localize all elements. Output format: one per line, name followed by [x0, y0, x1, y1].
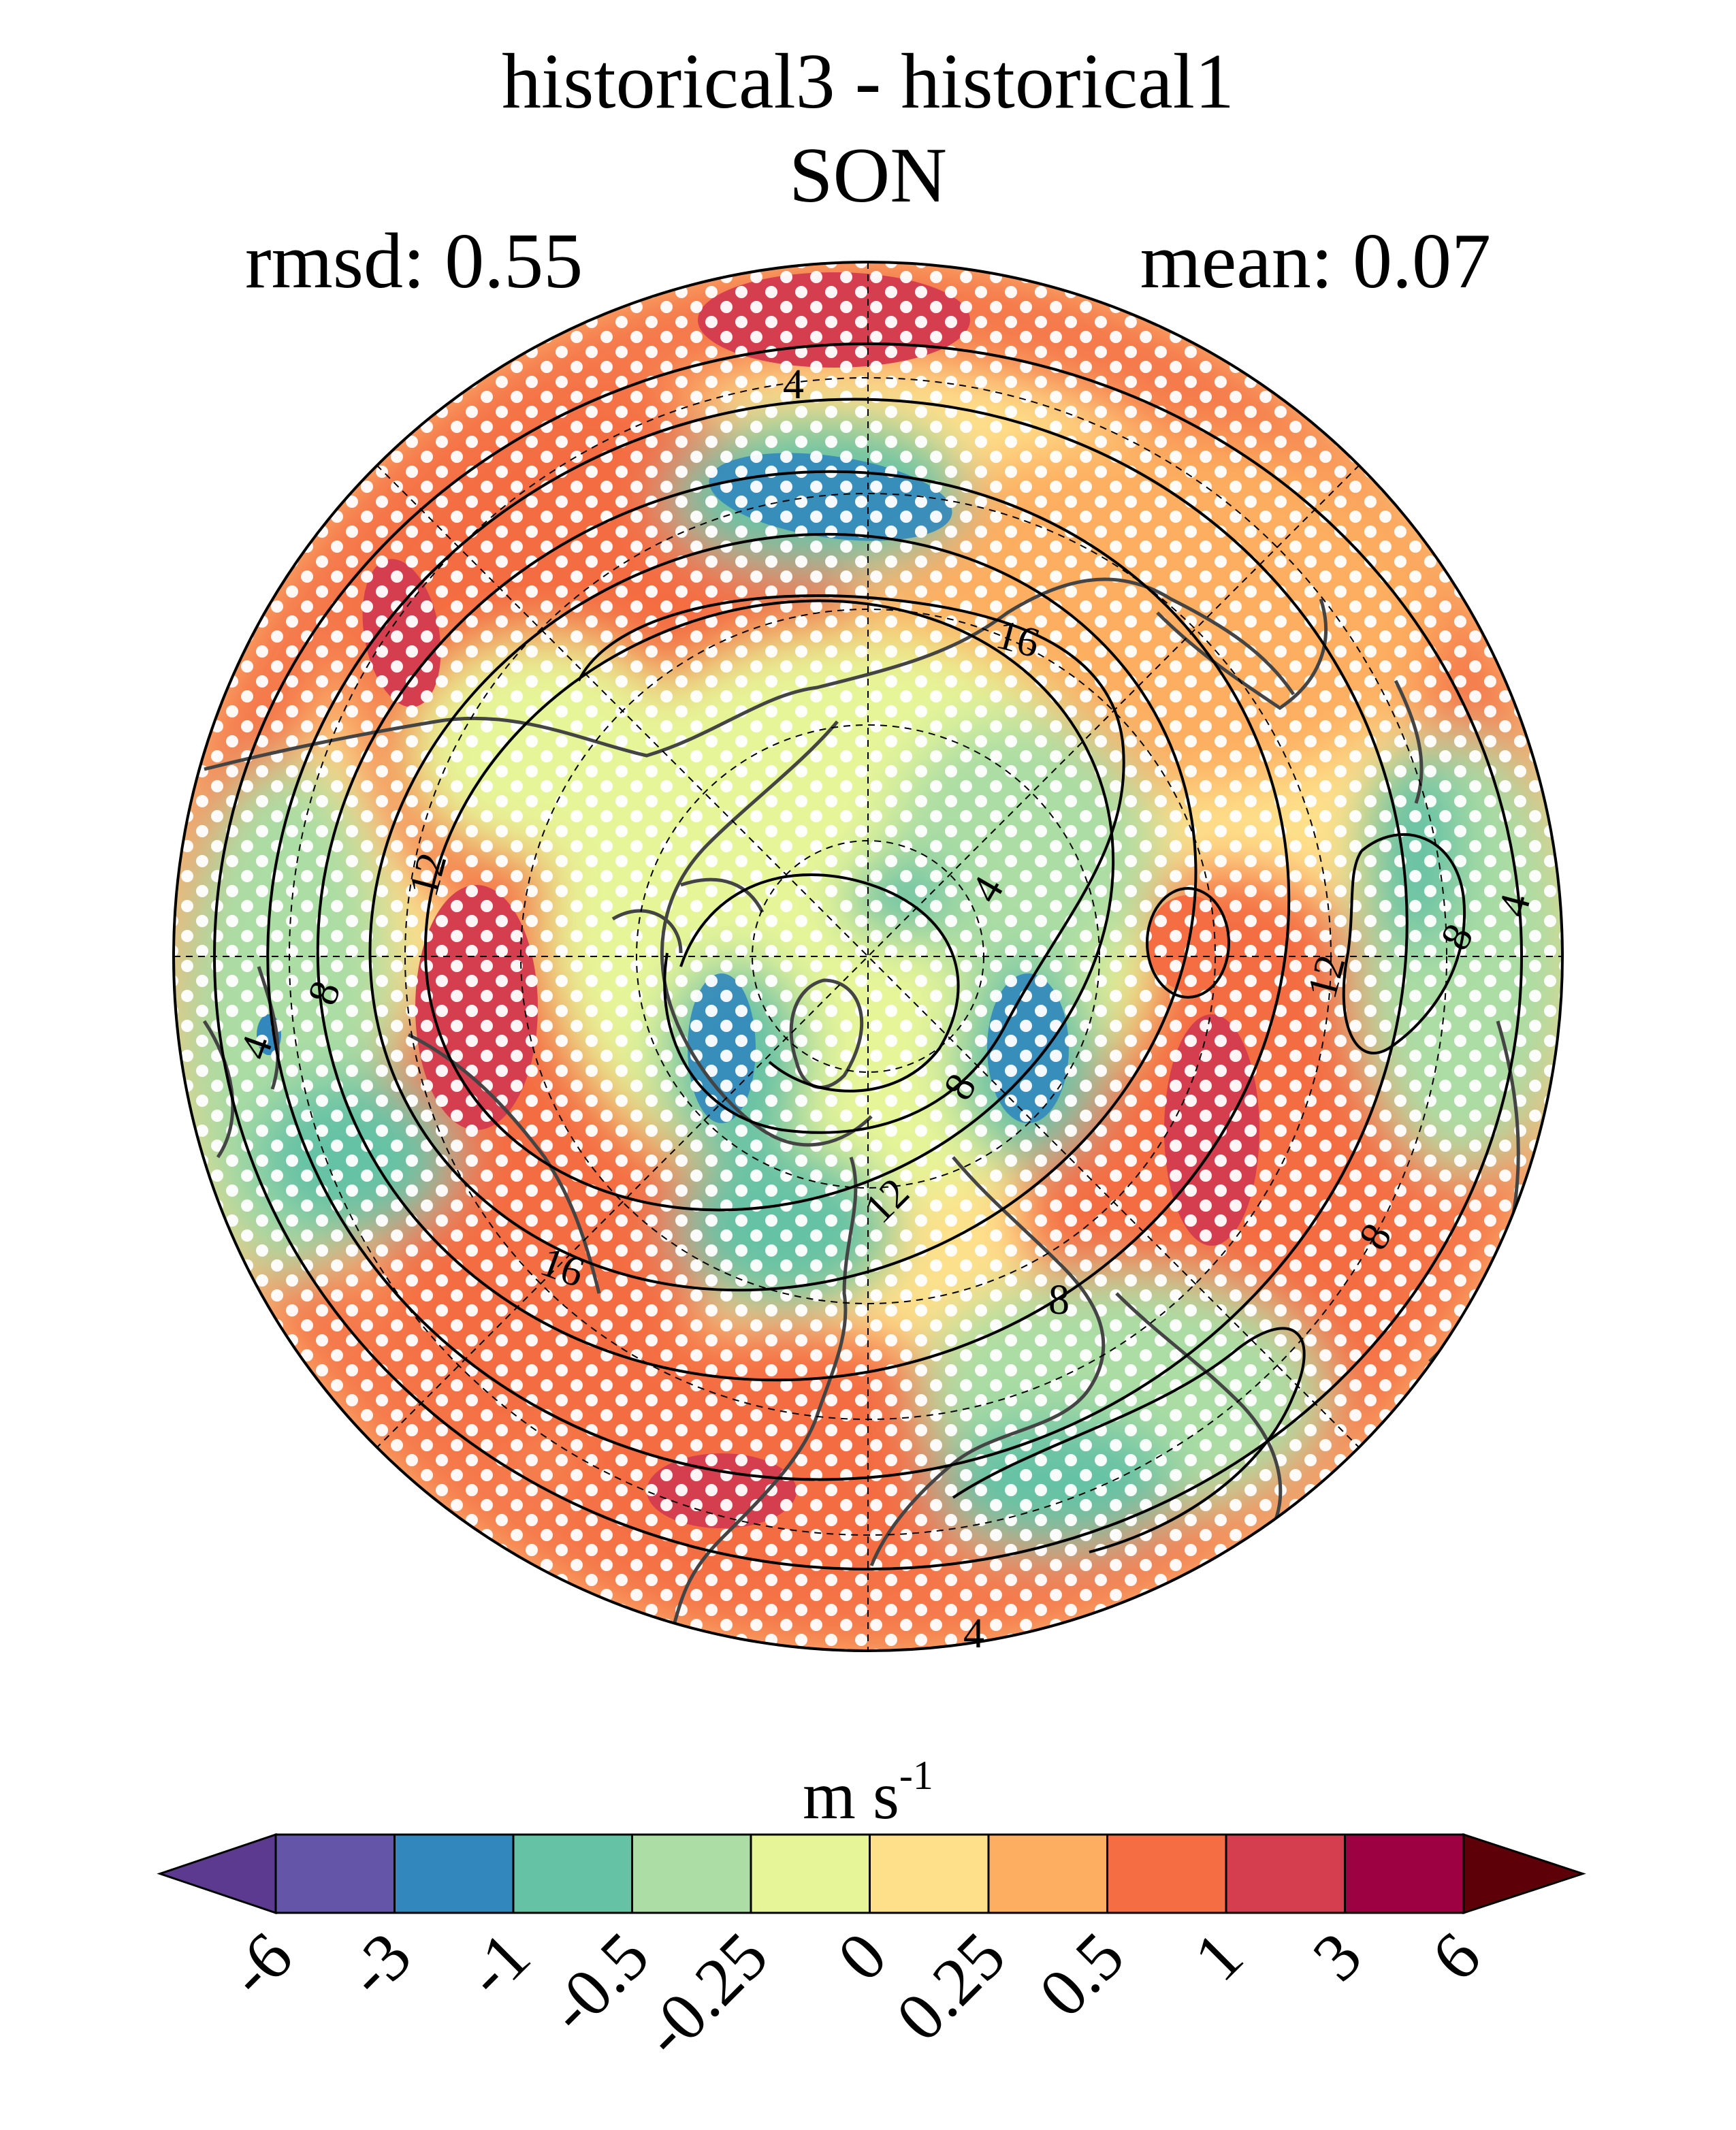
colorbar-tick-label: 0.25 [882, 1918, 1019, 2055]
colorbar-tick-label: -0.25 [628, 1918, 782, 2071]
colorbar-tick-label: -3 [332, 1918, 425, 2011]
contour-label: 4 [783, 361, 804, 408]
colorbar-tick-label: 3 [1298, 1918, 1376, 1995]
units-exponent: -1 [899, 1753, 933, 1798]
colorbar-tick-label: 6 [1417, 1918, 1495, 1995]
contour-label: 4 [963, 1611, 984, 1657]
units-base: m s [803, 1758, 899, 1833]
polar-map: 4 16 12 8 4 8 12 8 4 16 12 8 8 4 4 [172, 261, 1564, 1657]
map-title: historical3 - historical1 [502, 38, 1234, 125]
colorbar-box [1106, 1833, 1227, 1914]
mean-label: mean: 0.07 [1140, 218, 1491, 305]
colorbar-tick-label: -6 [213, 1918, 306, 2011]
colorbar-tick-label: 1 [1180, 1918, 1257, 1995]
colorbar-box [987, 1833, 1108, 1914]
anomaly-field [174, 262, 1562, 1651]
colorbar-box [1344, 1833, 1465, 1914]
colorbar-box [631, 1833, 752, 1914]
contour-label: 8 [1048, 1277, 1070, 1323]
colorbar-box [1225, 1833, 1346, 1914]
colorbar-box [512, 1833, 633, 1914]
rmsd-label: rmsd: 0.55 [245, 218, 583, 305]
colorbar-tick-label: -1 [451, 1918, 544, 2011]
colorbar-box [274, 1833, 396, 1914]
map-boundary [172, 261, 1564, 1652]
colorbar-box [869, 1833, 990, 1914]
colorbar-tick-label: 0.5 [1025, 1918, 1138, 2031]
colorbar-box [750, 1833, 871, 1914]
colorbar-tick-label: 0 [823, 1918, 901, 1995]
colorbar-extend-low [157, 1833, 277, 1915]
colorbar-units: m s-1 [0, 1753, 1736, 1835]
map-subtitle: SON [788, 132, 948, 219]
colorbar-box [393, 1833, 515, 1914]
graticule [174, 262, 1562, 1651]
colorbar-extend-high [1462, 1833, 1586, 1915]
